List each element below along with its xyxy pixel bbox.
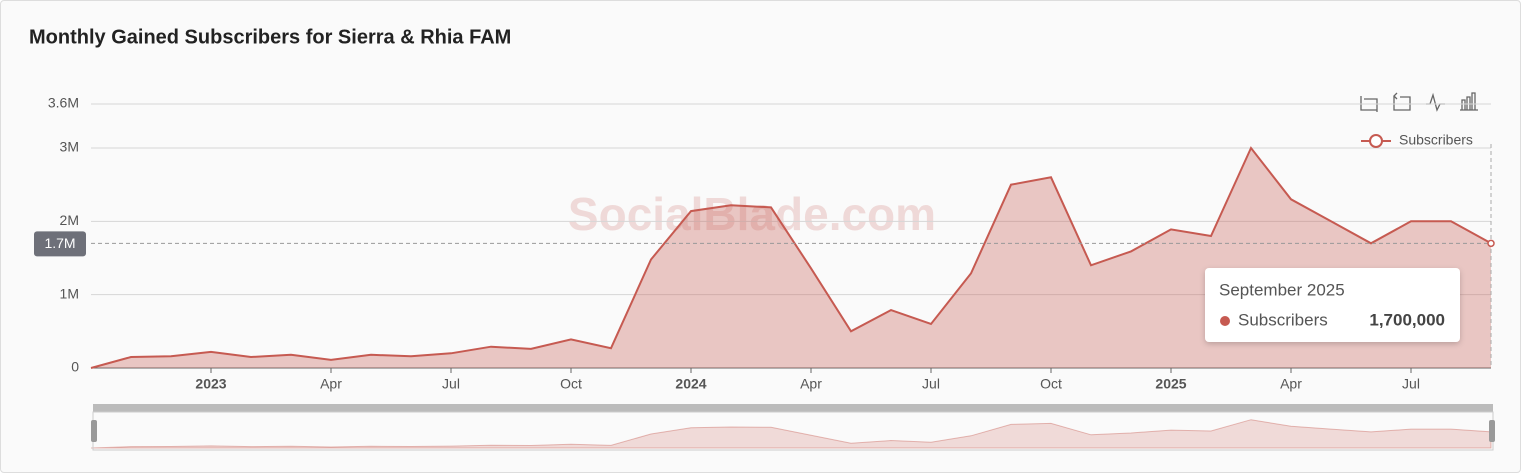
tooltip-series: Subscribers	[1238, 310, 1328, 329]
zoom-preview	[90, 419, 1492, 449]
x-tick-label: Apr	[800, 376, 822, 392]
toolbox[interactable]	[1360, 92, 1478, 112]
chart-title: Monthly Gained Subscribers for Sierra & …	[29, 26, 511, 48]
watermark: SocialBlade.com	[568, 188, 936, 240]
zoom-handle[interactable]	[91, 420, 97, 442]
zoom-handle[interactable]	[1489, 420, 1495, 442]
line-icon[interactable]	[1426, 92, 1445, 112]
y-tick-label: 2M	[60, 212, 79, 228]
hover-point	[1487, 239, 1495, 248]
y-tick-label: 1M	[60, 285, 79, 301]
x-tick-label: Apr	[320, 376, 342, 392]
tooltip-box	[1205, 268, 1460, 342]
zoom-icon[interactable]	[1360, 96, 1378, 112]
x-tick-label: 2023	[195, 376, 226, 392]
tooltip-value: 1,700,000	[1369, 310, 1445, 329]
legend-marker	[1369, 134, 1383, 148]
x-tick-label: Oct	[560, 376, 582, 392]
x-tick-label: 2024	[675, 376, 706, 392]
tooltip-marker	[1220, 316, 1230, 326]
tooltip-title: September 2025	[1219, 280, 1345, 299]
x-tick-label: Jul	[922, 376, 940, 392]
x-tick-label: Jul	[1402, 376, 1420, 392]
pointer-label: 1.7M	[44, 235, 75, 251]
bar-icon[interactable]	[1460, 92, 1478, 111]
y-tick-label: 3.6M	[48, 95, 79, 111]
y-tick-label: 0	[71, 359, 79, 375]
legend-label: Subscribers	[1399, 132, 1473, 148]
x-tick-label: 2025	[1155, 376, 1186, 392]
x-tick-label: Apr	[1280, 376, 1302, 392]
x-tick-label: Oct	[1040, 376, 1062, 392]
zoom-bar	[93, 404, 1493, 412]
line	[90, 146, 1492, 369]
pointer-label-box	[34, 231, 86, 257]
area	[91, 148, 1491, 368]
y-tick-label: 3M	[60, 139, 79, 155]
x-tick-label: Jul	[442, 376, 460, 392]
reset-icon[interactable]	[1393, 92, 1411, 111]
